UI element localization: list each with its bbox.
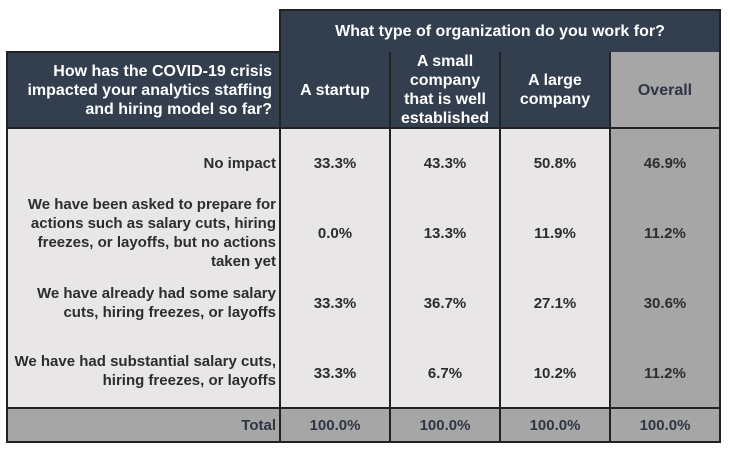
cell-some-cuts-startup: 33.3% [313, 294, 357, 312]
cell-prepare-startup: 0.0% [317, 224, 353, 242]
total-overall: 100.0% [610, 408, 720, 442]
question-header: How has the COVID-19 crisis impacted you… [6, 52, 280, 128]
border-right [719, 9, 721, 443]
cell-prepare-overall: 11.2% [644, 224, 686, 242]
total-small: 100.0% [390, 408, 500, 442]
total-large: 100.0% [500, 408, 610, 442]
row-label-column [6, 128, 280, 408]
border-top-question [6, 51, 280, 53]
cell-no-impact-startup: 33.3% [313, 154, 357, 172]
startup-column [280, 128, 390, 408]
large-company-column [500, 128, 610, 408]
border-total-top [6, 407, 721, 409]
cell-no-impact-small: 43.3% [423, 154, 467, 172]
border-col-2 [389, 52, 391, 443]
border-col-1 [279, 9, 281, 443]
overall-column [610, 128, 720, 408]
border-col-4 [609, 52, 611, 443]
cell-no-impact-overall: 46.9% [643, 154, 687, 172]
cell-prepare-large: 11.9% [534, 224, 576, 242]
cell-prepare-small: 13.3% [423, 224, 467, 242]
cell-substantial-small: 6.7% [427, 364, 463, 382]
border-left [6, 51, 8, 443]
small-company-column [390, 128, 500, 408]
cell-substantial-overall: 11.2% [644, 364, 686, 382]
total-startup: 100.0% [280, 408, 390, 442]
col-header-startup: A startup [280, 52, 390, 128]
cell-some-cuts-small: 36.7% [423, 294, 467, 312]
col-header-large-company: A large company [500, 52, 610, 128]
cell-some-cuts-overall: 30.6% [643, 294, 687, 312]
cell-substantial-startup: 33.3% [313, 364, 357, 382]
row-label-substantial-cuts: We have had substantial salary cuts, hir… [14, 353, 277, 389]
border-bottom [6, 441, 721, 443]
cell-substantial-large: 10.2% [533, 364, 577, 382]
row-label-no-impact: No impact [203, 154, 276, 172]
total-label: Total [6, 408, 280, 442]
border-header-bottom [6, 127, 721, 129]
border-top-group [280, 9, 721, 11]
cell-no-impact-large: 50.8% [533, 154, 577, 172]
cell-some-cuts-large: 27.1% [533, 294, 577, 312]
col-header-overall: Overall [610, 52, 720, 128]
group-title: What type of organization do you work fo… [280, 10, 720, 52]
border-col-3 [499, 52, 501, 443]
row-label-some-cuts: We have already had some salary cuts, hi… [36, 285, 276, 321]
col-header-small-company: A small company that is well established [390, 52, 500, 128]
row-label-prepare-actions: We have been asked to prepare for action… [27, 196, 276, 270]
